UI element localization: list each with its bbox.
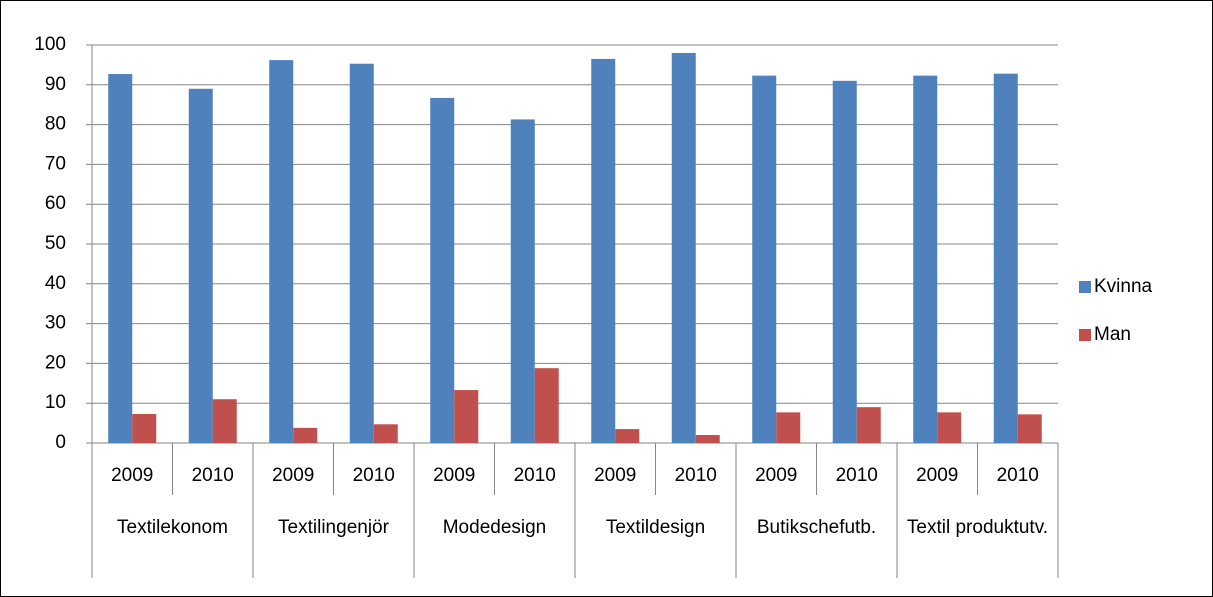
group-label: Textildesign <box>605 517 706 538</box>
x-tick-label: 2010 <box>997 465 1039 486</box>
y-tick-label: 10 <box>45 392 66 413</box>
bar <box>752 75 777 444</box>
x-tick-label: 2009 <box>594 465 636 486</box>
x-tick-label: 2010 <box>836 465 878 486</box>
bar <box>510 119 535 444</box>
bar <box>856 407 881 443</box>
bar <box>591 58 616 444</box>
x-tick-label: 2009 <box>111 465 153 486</box>
group-label: Modedesign <box>442 517 547 538</box>
x-tick-label: 2009 <box>433 465 475 486</box>
x-tick-label: 2010 <box>192 465 234 486</box>
bar <box>269 60 294 444</box>
x-tick-label: 2009 <box>916 465 958 486</box>
bar <box>534 368 559 443</box>
y-tick-label: 70 <box>45 153 66 174</box>
bar <box>454 390 479 443</box>
y-tick-label: 80 <box>45 114 66 135</box>
bar <box>671 52 696 444</box>
x-tick-label: 2010 <box>514 465 556 486</box>
x-tick-label: 2010 <box>675 465 717 486</box>
bar <box>615 429 640 443</box>
group-label: Butikschefutb. <box>756 517 877 538</box>
bar <box>1017 414 1042 443</box>
bar <box>913 75 938 444</box>
legend-label: Man <box>1094 324 1131 345</box>
y-tick-label: 50 <box>45 233 66 254</box>
group-label: Textilekonom <box>117 517 228 538</box>
y-tick-label: 100 <box>34 34 66 55</box>
y-tick-label: 0 <box>55 432 66 453</box>
bar <box>349 63 374 444</box>
bar <box>832 80 857 443</box>
bar <box>293 427 318 443</box>
bar <box>108 74 133 443</box>
bar <box>993 73 1018 443</box>
x-tick-label: 2009 <box>755 465 797 486</box>
legend-label: Kvinna <box>1094 276 1153 297</box>
bar <box>695 435 720 443</box>
y-tick-label: 20 <box>45 352 66 373</box>
bar <box>430 97 455 444</box>
bar <box>937 412 962 443</box>
y-tick-label: 90 <box>45 74 66 95</box>
bar <box>776 412 801 443</box>
legend-swatch <box>1079 281 1091 293</box>
y-tick-label: 40 <box>45 273 66 294</box>
bar <box>132 413 157 443</box>
bar <box>373 424 398 443</box>
y-tick-label: 30 <box>45 313 66 334</box>
group-label: Textilingenjör <box>278 517 389 538</box>
x-tick-label: 2010 <box>353 465 395 486</box>
y-tick-label: 60 <box>45 193 66 214</box>
bar <box>212 399 237 443</box>
x-tick-label: 2009 <box>272 465 314 486</box>
group-label: Textil produktutv. <box>906 517 1049 538</box>
legend-swatch <box>1079 329 1091 341</box>
bar <box>188 88 213 443</box>
